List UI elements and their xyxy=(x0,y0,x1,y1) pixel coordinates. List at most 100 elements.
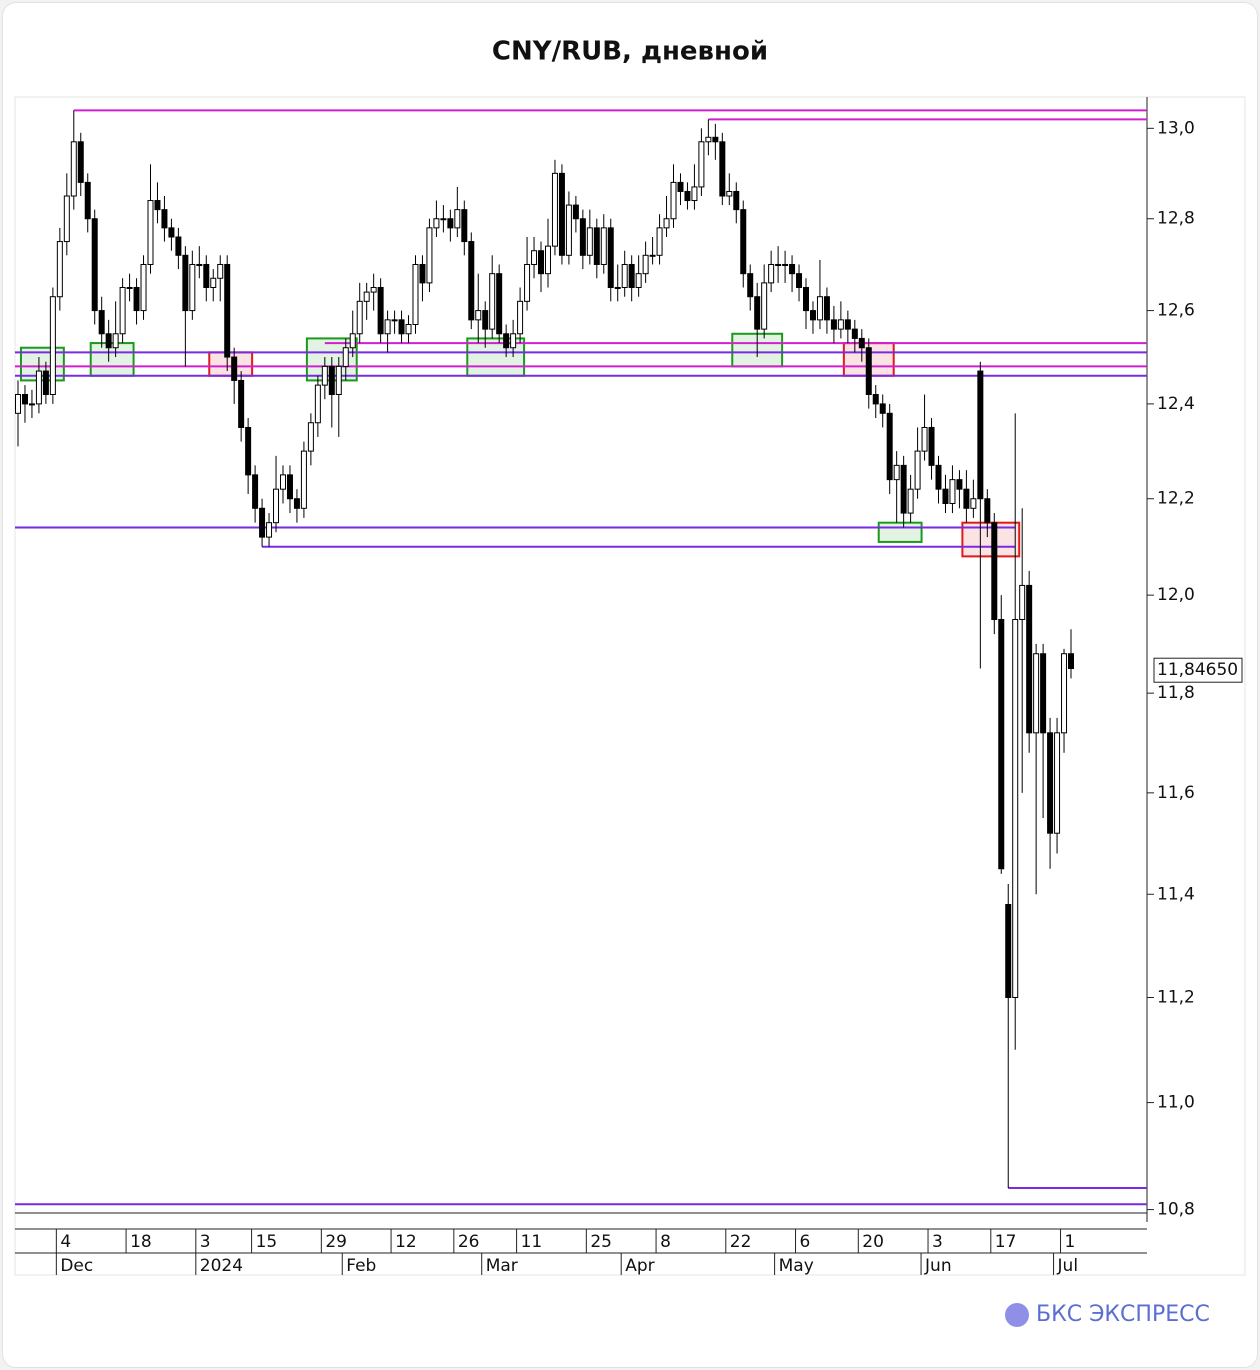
candle-body xyxy=(844,319,851,330)
candle-body xyxy=(447,218,454,229)
candle-body xyxy=(238,379,245,428)
candle-body xyxy=(803,286,810,312)
candle-body xyxy=(1061,653,1068,734)
month-label: Mar xyxy=(486,1256,518,1276)
candle-body xyxy=(691,186,698,202)
candle-body xyxy=(419,263,426,284)
chart-title: CNY/RUB, дневной xyxy=(492,37,768,67)
candle-body xyxy=(1012,618,1019,999)
candle-body xyxy=(600,227,607,265)
candle-body xyxy=(168,227,175,238)
candle-body xyxy=(28,403,35,406)
candle-body xyxy=(1033,653,1040,734)
month-label: Jul xyxy=(1057,1256,1079,1276)
candle-body xyxy=(49,296,56,396)
x-tick-label: 29 xyxy=(325,1232,347,1252)
candle-body xyxy=(105,333,112,349)
candle-body xyxy=(1005,904,1012,999)
candle-body xyxy=(496,273,503,335)
candle-body xyxy=(63,195,70,243)
candle-body xyxy=(391,319,398,322)
candle-body xyxy=(740,209,747,275)
month-label: Apr xyxy=(625,1256,654,1276)
candle-body xyxy=(970,498,977,509)
x-tick-label: 11 xyxy=(521,1232,543,1252)
month-label: Dec xyxy=(60,1256,93,1276)
signal-box xyxy=(208,351,254,377)
candle-body xyxy=(551,172,558,247)
candle-body xyxy=(42,370,49,396)
signal-box xyxy=(89,342,135,377)
candle-body xyxy=(1068,653,1074,669)
x-tick-label: 15 xyxy=(256,1232,278,1252)
candle-body xyxy=(412,263,419,325)
candle-body xyxy=(321,365,328,386)
candle-body xyxy=(754,296,761,330)
candle-body xyxy=(914,450,921,490)
candle-body xyxy=(998,618,1005,870)
candle-body xyxy=(342,347,349,367)
candle-body xyxy=(837,319,844,330)
month-label: May xyxy=(779,1256,814,1276)
candle-body xyxy=(538,250,545,275)
candle-body xyxy=(747,273,754,298)
x-tick-label: 17 xyxy=(995,1232,1017,1252)
candle-body xyxy=(461,209,468,243)
candle-body xyxy=(231,356,238,381)
candle-body xyxy=(1047,732,1054,834)
candle-body xyxy=(900,464,907,514)
candle-body xyxy=(928,426,935,466)
candle-body xyxy=(1019,584,1026,620)
candle-body xyxy=(433,218,440,229)
brand-icon xyxy=(1005,1303,1029,1327)
x-tick-label: 12 xyxy=(395,1232,417,1252)
candle-body xyxy=(454,209,461,229)
candle-body xyxy=(440,218,447,221)
x-tick-label: 6 xyxy=(800,1232,811,1252)
candle-body xyxy=(503,333,510,349)
candle-body xyxy=(112,333,119,349)
candle-body xyxy=(489,273,496,330)
candle-body xyxy=(586,227,593,256)
candle-body xyxy=(154,200,161,211)
candle-body xyxy=(21,394,28,405)
y-tick-label: 10,8 xyxy=(1157,1200,1195,1220)
candle-body xyxy=(977,370,984,500)
candle-body xyxy=(300,450,307,509)
chart-frame xyxy=(14,96,1246,1276)
candle-body xyxy=(335,365,342,396)
candle-body xyxy=(733,190,740,211)
candle-body xyxy=(942,488,949,505)
month-label: Jun xyxy=(924,1256,952,1276)
candle-body xyxy=(524,263,531,302)
candle-body xyxy=(677,181,684,192)
candle-body xyxy=(196,263,203,266)
candle-body xyxy=(140,263,147,312)
candle-body xyxy=(133,286,140,312)
candle-body xyxy=(398,319,405,335)
candle-body xyxy=(175,236,182,256)
candle-body xyxy=(670,181,677,220)
candle-body xyxy=(579,218,586,256)
candle-body xyxy=(726,190,733,197)
candle-body xyxy=(377,286,384,335)
candle-body xyxy=(607,227,614,288)
candle-body xyxy=(809,310,816,321)
x-tick-label: 4 xyxy=(60,1232,71,1252)
candle-body xyxy=(203,263,210,288)
x-tick-label: 3 xyxy=(932,1232,943,1252)
y-tick-label: 11,0 xyxy=(1157,1093,1195,1113)
x-tick-label: 22 xyxy=(730,1232,752,1252)
candle-body xyxy=(886,412,893,481)
candle-body xyxy=(98,310,105,335)
candle-body xyxy=(363,291,370,302)
candle-body xyxy=(217,263,224,279)
candle-body xyxy=(621,263,628,288)
y-tick-label: 12,4 xyxy=(1157,394,1195,414)
candle-body xyxy=(984,498,991,524)
candle-body xyxy=(851,328,858,339)
candle-body xyxy=(775,263,782,266)
candle-body xyxy=(328,365,335,396)
x-tick-label: 18 xyxy=(130,1232,152,1252)
